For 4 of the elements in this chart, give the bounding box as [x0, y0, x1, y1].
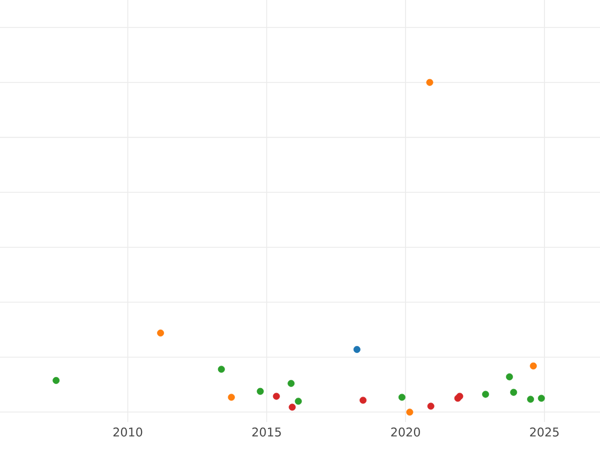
x-tick-label: 2015 — [252, 428, 281, 437]
x-tick-label: 2025 — [530, 428, 559, 437]
x-tick-label: 2010 — [113, 428, 142, 437]
x-tick-label: 2020 — [391, 428, 420, 437]
